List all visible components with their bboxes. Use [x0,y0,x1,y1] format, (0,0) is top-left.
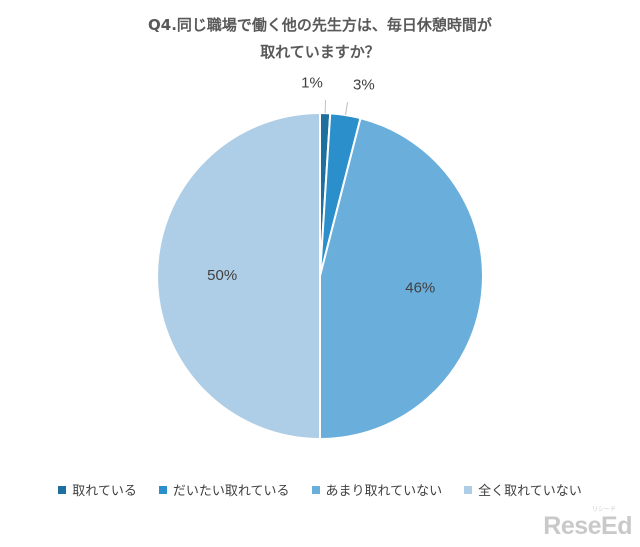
pie-label-4: 50% [207,267,237,284]
chart-title-line-1: Q4.同じ職場で働く他の先生方は、毎日休憩時間が [148,16,492,34]
pie-label-2: 3% [353,77,375,94]
legend-item-3: あまり取れていない [311,480,443,499]
legend-label: あまり取れていない [325,484,443,499]
pie-chart: 1% 3% 46% 50% [156,74,484,441]
legend-swatch [311,485,320,494]
chart-title: Q4.同じ職場で働く他の先生方は、毎日休憩時間が 取れていますか？ [0,12,640,66]
pie-slice-3 [319,116,484,441]
pie-slices [156,111,484,441]
legend-label: 全く取れていない [478,484,582,499]
legend-item-1: 取れている [58,480,137,499]
legend: 取れている だいたい取れている あまり取れていない 全く取れていない [0,480,640,499]
leader-line-2 [345,102,349,116]
pie-label-1: 1% [301,74,323,91]
legend-swatch [464,485,473,494]
legend-item-2: だいたい取れている [158,480,290,499]
legend-swatch [58,485,67,494]
chart-title-line-2: 取れていますか？ [260,43,380,61]
legend-swatch [158,485,167,494]
legend-item-4: 全く取れていない [464,480,582,499]
legend-label: だいたい取れている [172,484,290,499]
pie-slice-4 [156,111,321,441]
pie-labels: 1% 3% 46% 50% [207,74,435,296]
watermark-sub: リシード [591,507,616,513]
pie-label-3: 46% [405,280,435,297]
leader-lines [324,100,349,116]
watermark-logo: ReseEd [543,512,632,540]
legend-label: 取れている [72,484,137,499]
